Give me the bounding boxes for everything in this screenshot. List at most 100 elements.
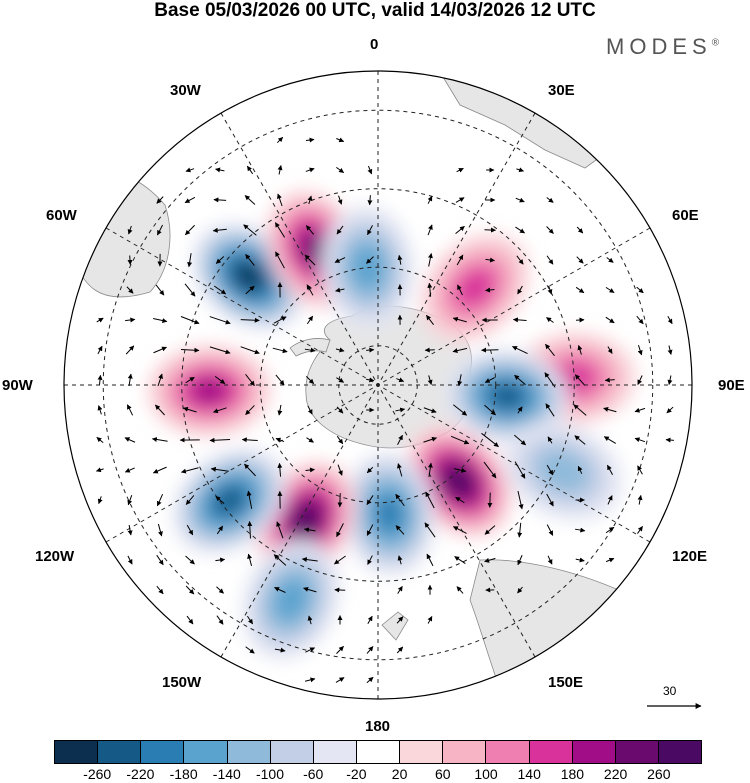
wind-arrow: [452, 347, 468, 354]
wind-arrow: [185, 585, 195, 595]
wind-arrow: [367, 615, 373, 625]
wind-arrow: [426, 314, 434, 325]
wind-arrow: [606, 257, 614, 263]
wind-arrow: [305, 376, 315, 384]
colorbar-swatch: [657, 741, 702, 763]
colorbar-swatch: [399, 741, 443, 763]
wind-arrow: [634, 407, 646, 413]
lon-label-150w: 150W: [162, 674, 202, 691]
wind-arrow: [517, 555, 523, 566]
wind-arrow: [157, 373, 163, 387]
wind-arrow: [425, 491, 435, 509]
colorbar-tick-label: -20: [346, 766, 367, 782]
lon-label-30w: 30W: [170, 82, 201, 99]
wind-arrow: [336, 523, 344, 538]
wind-arrow: [396, 616, 404, 624]
wind-arrow: [397, 585, 403, 594]
anomaly-high-pacific-2: [147, 344, 272, 437]
wind-arrow: [481, 432, 499, 448]
wind-arrow: [454, 467, 467, 473]
wind-arrow: [575, 527, 586, 533]
wind-arrow: [484, 557, 496, 563]
wind-arrow: [637, 344, 643, 356]
wind-arrow: [335, 677, 345, 683]
wind-arrow: [366, 495, 374, 505]
wind-arrow: [547, 436, 553, 444]
wind-arrow: [210, 466, 229, 472]
wind-arrow: [246, 615, 254, 625]
wind-arrow: [209, 437, 231, 443]
wind-arrow: [306, 437, 314, 443]
wind-arrow: [155, 404, 165, 416]
wind-arrow: [247, 553, 253, 567]
wind-arrow: [240, 346, 260, 355]
wind-arrow: [307, 195, 313, 205]
polar-map: [63, 70, 693, 700]
wind-arrow: [547, 285, 553, 295]
colorbar-tick-label: -180: [169, 766, 198, 782]
wind-arrow: [276, 521, 284, 539]
wind-arrow: [427, 252, 433, 267]
wind-arrow: [274, 222, 286, 238]
vector-scale-label: 30: [663, 684, 677, 698]
wind-arrow: [512, 345, 528, 355]
wind-arrow: [450, 435, 470, 445]
wind-arrow: [514, 374, 526, 386]
wind-arrow: [396, 377, 405, 383]
wind-arrow: [607, 346, 613, 354]
wind-arrow: [605, 557, 615, 563]
wind-arrow: [246, 165, 254, 175]
wind-arrow: [397, 434, 403, 446]
wind-arrow: [484, 377, 495, 383]
wind-arrow: [213, 285, 227, 295]
lon-label-150e: 150E: [548, 674, 584, 691]
wind-arrow: [275, 437, 285, 443]
wind-arrow: [397, 463, 403, 477]
wind-arrow: [209, 316, 231, 325]
lon-label-90w: 90W: [2, 377, 33, 394]
wind-arrow: [544, 372, 556, 388]
wind-arrow: [426, 553, 434, 567]
wind-arrow: [605, 316, 615, 324]
wind-arrow: [273, 554, 287, 566]
wind-arrow: [453, 404, 468, 416]
wind-arrow: [577, 465, 583, 474]
colorbar-swatch: [97, 741, 141, 763]
wind-arrow: [156, 585, 164, 595]
wind-arrow: [667, 375, 673, 385]
colorbar-swatch: [485, 741, 529, 763]
lon-label-30e: 30E: [548, 82, 575, 99]
wind-arrow: [636, 286, 644, 294]
wind-arrow: [517, 285, 523, 295]
colorbar-tick-label: -60: [303, 766, 324, 782]
wind-arrow: [272, 347, 288, 354]
wind-arrow: [215, 167, 225, 173]
anomaly-low-pacific-2: [242, 539, 340, 660]
wind-arrow: [240, 317, 260, 323]
wind-arrow: [127, 225, 133, 235]
wind-arrow: [307, 615, 313, 625]
colorbar: [54, 740, 702, 764]
latitude-circle: [181, 188, 575, 582]
colorbar-swatch: [183, 741, 227, 763]
wind-arrow: [546, 197, 554, 203]
brand-text: MODES: [606, 34, 712, 59]
wind-arrow: [395, 525, 405, 535]
wind-arrow: [606, 464, 614, 476]
wind-arrow: [545, 403, 555, 417]
wind-arrow: [367, 225, 373, 236]
wind-arrow: [97, 496, 103, 505]
wind-arrow: [275, 374, 285, 386]
wind-arrow: [667, 316, 673, 325]
vector-scale-arrow: [647, 703, 702, 709]
wind-arrow: [335, 287, 345, 293]
wind-arrow: [182, 406, 197, 413]
colorbar-tick-label: 20: [391, 766, 408, 782]
wind-arrow: [127, 255, 133, 265]
colorbar-swatch: [571, 741, 615, 763]
wind-arrow: [547, 555, 553, 565]
wind-arrow: [127, 555, 133, 565]
wind-arrow: [514, 461, 526, 479]
wind-arrow: [455, 197, 465, 203]
colorbar-tick-label: 140: [517, 766, 541, 782]
